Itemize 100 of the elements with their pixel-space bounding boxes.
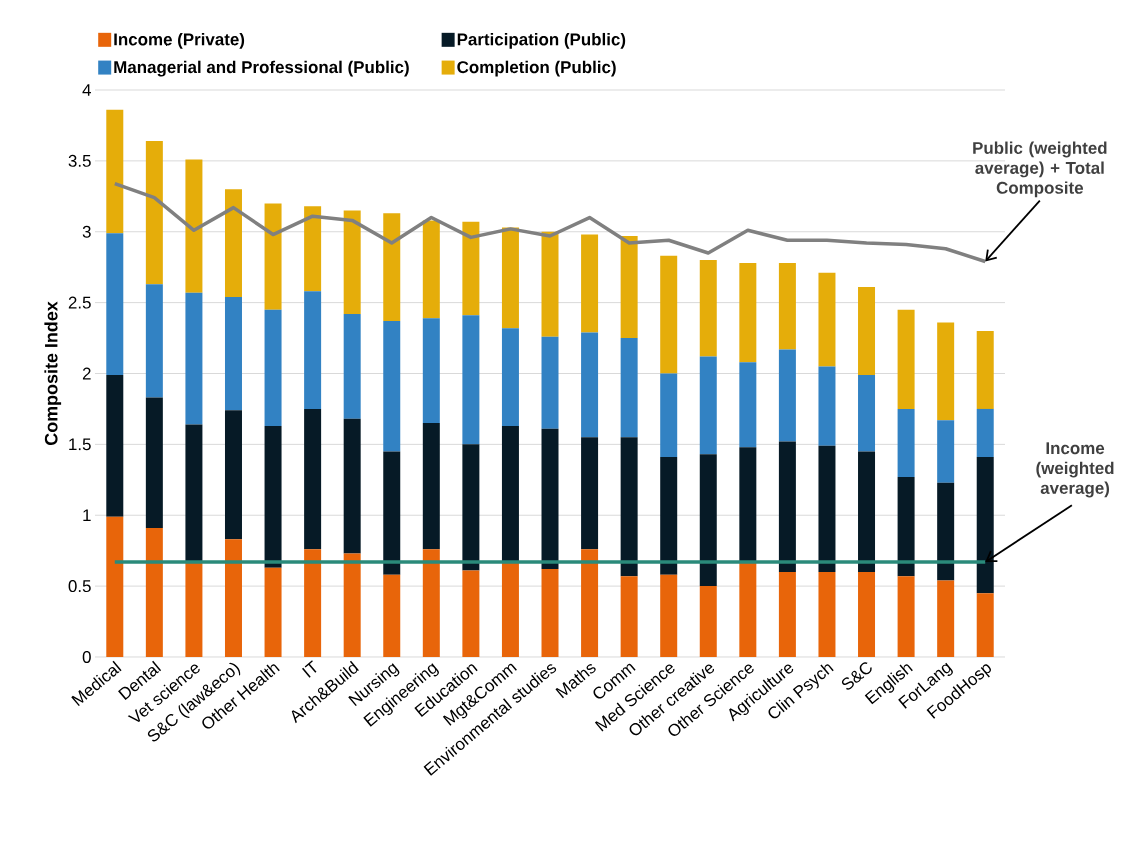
- bar: [145, 527, 163, 657]
- bar: [660, 457, 678, 575]
- y-tick-label: 3: [82, 225, 91, 238]
- bar: [699, 586, 717, 657]
- bar: [581, 549, 599, 657]
- bar: [462, 444, 480, 571]
- bar: [937, 322, 955, 421]
- bar: [422, 423, 440, 550]
- bar: [620, 338, 638, 438]
- y-tick-label: 2.5: [68, 296, 91, 309]
- bar: [383, 213, 401, 322]
- bar: [383, 574, 401, 657]
- y-axis-title: Composite Index: [44, 301, 62, 445]
- bar: [422, 549, 440, 657]
- bar: [739, 262, 757, 363]
- bar: [660, 574, 678, 657]
- bar: [304, 408, 322, 550]
- bar: [937, 420, 955, 483]
- bar: [343, 210, 361, 314]
- bar: [106, 374, 124, 517]
- bar: [976, 408, 994, 458]
- bar: [185, 292, 203, 425]
- y-tick-label: 3.5: [68, 154, 91, 167]
- y-tick-label: 4: [82, 84, 91, 96]
- bar: [699, 356, 717, 455]
- bar: [185, 562, 203, 657]
- ref-line-label: Income (weighted average): [1036, 442, 1114, 498]
- bar: [739, 362, 757, 448]
- bar: [897, 576, 915, 657]
- bar: [660, 373, 678, 458]
- bar: [620, 437, 638, 577]
- bar: [422, 220, 440, 319]
- bar: [224, 189, 242, 297]
- bar: [897, 309, 915, 409]
- text: Public (weighted average) + Total Composite: [973, 141, 1107, 198]
- bar: [106, 233, 124, 375]
- bar: [343, 553, 361, 657]
- bar: [818, 272, 836, 367]
- legend-label: Managerial and Professional (Public): [114, 60, 409, 77]
- bar: [620, 576, 638, 657]
- bar: [422, 318, 440, 424]
- bar: [264, 203, 282, 310]
- bar: [541, 428, 559, 570]
- bar: [106, 516, 124, 657]
- bar: [778, 441, 796, 572]
- bar: [383, 451, 401, 575]
- bar: [343, 418, 361, 554]
- bar: [976, 330, 994, 409]
- y-tick-label: 1: [83, 509, 91, 522]
- bar: [224, 539, 242, 657]
- bar: [937, 580, 955, 657]
- bar: [897, 408, 915, 477]
- bar: [581, 234, 599, 333]
- legend-label: Completion (Public): [457, 60, 616, 77]
- bar: [343, 313, 361, 419]
- bar: [541, 231, 559, 337]
- bar: [145, 397, 163, 528]
- y-tick-label: 1.5: [69, 438, 91, 451]
- bar: [145, 284, 163, 398]
- bar: [501, 328, 519, 426]
- bar: [778, 349, 796, 442]
- bar: [501, 562, 519, 657]
- y-tick-label: 0.5: [68, 580, 91, 593]
- bar: [383, 321, 401, 452]
- bar: [620, 235, 638, 339]
- bar: [541, 569, 559, 657]
- bar: [660, 255, 678, 374]
- bar: [858, 287, 876, 375]
- bar: [185, 159, 203, 293]
- bar: [264, 425, 282, 568]
- bar: [264, 567, 282, 657]
- bar: [858, 374, 876, 452]
- bar: [818, 571, 836, 657]
- bar: [264, 309, 282, 426]
- bar: [818, 445, 836, 572]
- y-tick-label: 2: [82, 367, 91, 380]
- bar: [224, 410, 242, 540]
- bar: [106, 109, 124, 234]
- bar: [858, 451, 876, 572]
- bar: [541, 336, 559, 429]
- bar: [699, 260, 717, 357]
- bar: [304, 291, 322, 409]
- legend-label: Income (Private): [114, 32, 245, 49]
- bar: [739, 447, 757, 563]
- bar: [937, 482, 955, 581]
- bar: [462, 315, 480, 445]
- bar: [304, 549, 322, 657]
- bar: [501, 425, 519, 563]
- bar: [778, 571, 796, 657]
- bar: [462, 221, 480, 316]
- line-series: [113, 181, 987, 264]
- bar: [462, 570, 480, 657]
- bar: [818, 366, 836, 446]
- bar: [581, 437, 599, 550]
- y-tick-label: 0: [82, 650, 91, 663]
- bar: [739, 562, 757, 657]
- bar: [976, 593, 994, 657]
- bar: [581, 332, 599, 438]
- bar: [185, 424, 203, 563]
- bar: [304, 206, 322, 292]
